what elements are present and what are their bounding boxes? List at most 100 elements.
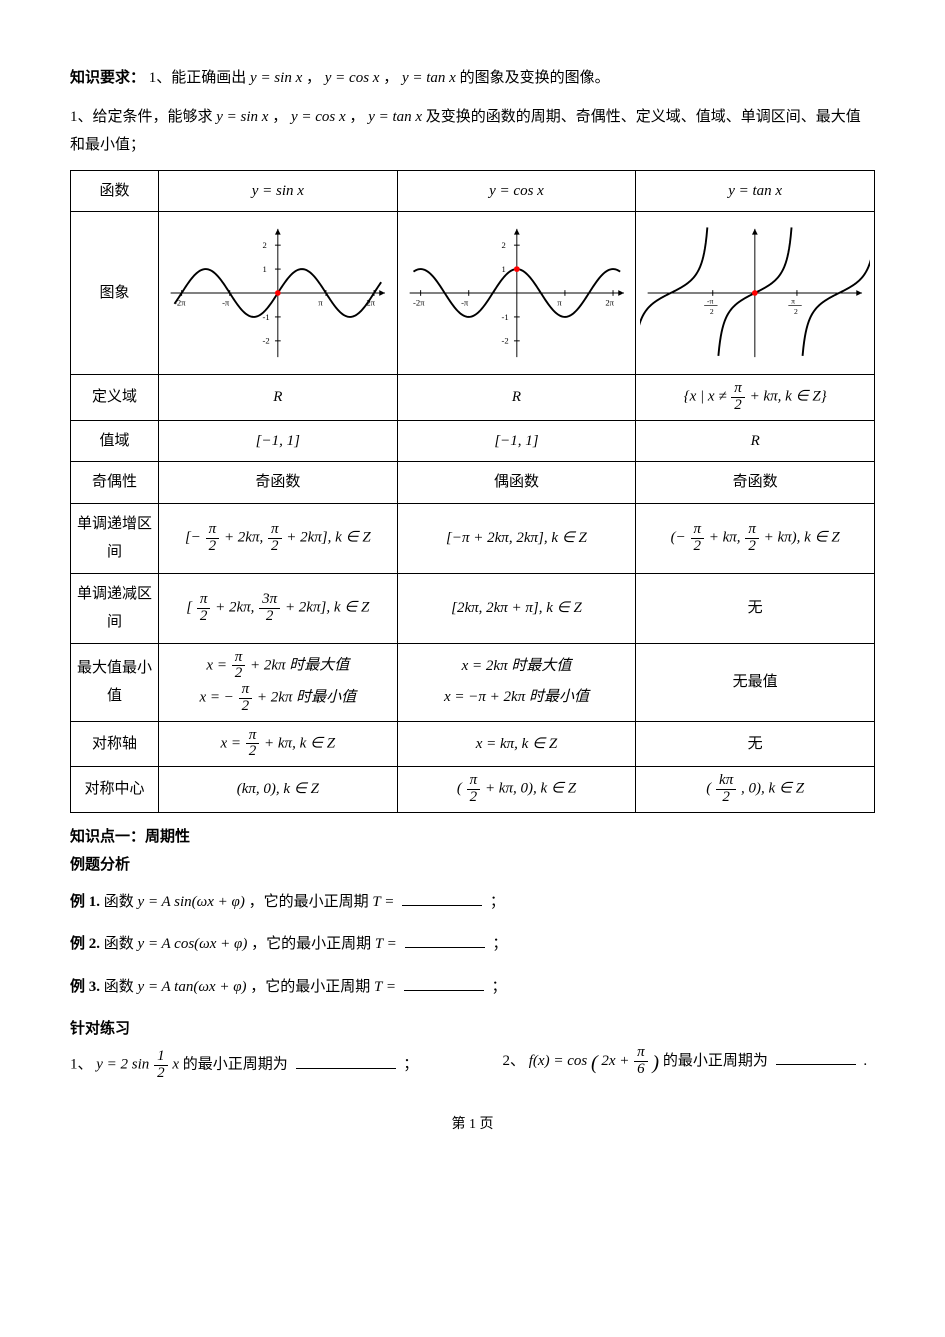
svg-text:-1: -1 (501, 312, 508, 322)
graph-cos: -2π-ππ2π-2-112 (397, 212, 636, 375)
th-tan: y = tan x (636, 170, 875, 212)
center-sin: (kπ, 0), k ∈ Z (159, 767, 398, 813)
fn-tan-2: y = tan x (368, 109, 422, 125)
domain-cos: R (397, 375, 636, 421)
fn-tan: y = tan x (402, 70, 456, 86)
ex1-label: 例 1. (70, 894, 100, 910)
ex3-fn: y = A tan(ωx + φ) (138, 979, 247, 995)
svg-text:2π: 2π (605, 297, 614, 307)
intro2-prefix: 1、给定条件，能够求 (70, 109, 216, 125)
graph-tan: -3π2-π2π23π2 (636, 212, 875, 375)
example-3: 例 3. 函数 y = A tan(ωx + φ) ，它的最小正周期 T = ； (70, 973, 875, 1002)
svg-text:π: π (318, 297, 323, 307)
th-parity: 奇偶性 (71, 462, 159, 504)
table-row-extrema: 最大值最小值 x = π2 + 2kπ 时最大值 x = − π2 + 2kπ … (71, 643, 875, 721)
intro-line-2: 1、给定条件，能够求 y = sin x ， y = cos x ， y = t… (70, 103, 875, 160)
graph-sin: -2π-ππ2π-2-112 (159, 212, 398, 375)
extrema-cos: x = 2kπ 时最大值 x = −π + 2kπ 时最小值 (397, 643, 636, 721)
th-range: 值域 (71, 420, 159, 462)
table-row-axis: 对称轴 x = π2 + kπ, k ∈ Z x = kπ, k ∈ Z 无 (71, 721, 875, 767)
svg-text:-2π: -2π (413, 297, 425, 307)
table-row-graph: 图象 -2π-ππ2π-2-112 -2π-ππ2π-2-112 -3π2-π2… (71, 212, 875, 375)
blank-2 (405, 932, 485, 948)
ex2-label: 例 2. (70, 936, 100, 952)
svg-text:π: π (792, 297, 796, 306)
intro-label: 知识要求： (70, 70, 145, 86)
table-row-parity: 奇偶性 奇函数 偶函数 奇函数 (71, 462, 875, 504)
axis-tan: 无 (636, 721, 875, 767)
table-row-domain: 定义域 R R {x | x ≠ π2 + kπ, k ∈ Z} (71, 375, 875, 421)
parity-tan: 奇函数 (636, 462, 875, 504)
ex1-fn: y = A sin(ωx + φ) (138, 894, 245, 910)
intro1-prefix: 1、能正确画出 (149, 70, 250, 86)
center-tan: ( kπ2 , 0), k ∈ Z (636, 767, 875, 813)
svg-text:1: 1 (501, 264, 505, 274)
blank-p2 (776, 1049, 856, 1065)
ex3-label: 例 3. (70, 979, 100, 995)
blank-1 (402, 890, 482, 906)
th-function: 函数 (71, 170, 159, 212)
center-cos: ( π2 + kπ, 0), k ∈ Z (397, 767, 636, 813)
range-sin: [−1, 1] (159, 420, 398, 462)
practice-1: 1、 y = 2 sin 12 x 的最小正周期为 ； (70, 1049, 443, 1082)
inc-sin: [− π2 + 2kπ, π2 + 2kπ], k ∈ Z (159, 503, 398, 573)
fn-cos-2: y = cos x (291, 109, 346, 125)
blank-3 (404, 975, 484, 991)
th-graph: 图象 (71, 212, 159, 375)
intro-line-1: 知识要求： 1、能正确画出 y = sin x ， y = cos x ， y … (70, 64, 875, 93)
svg-text:2: 2 (501, 240, 505, 250)
svg-text:-π: -π (707, 297, 714, 306)
table-row-range: 值域 [−1, 1] [−1, 1] R (71, 420, 875, 462)
th-sin: y = sin x (159, 170, 398, 212)
tan-svg: -3π2-π2π23π2 (640, 218, 870, 368)
svg-text:2: 2 (263, 240, 267, 250)
table-row-increasing: 单调递增区间 [− π2 + 2kπ, π2 + 2kπ], k ∈ Z [−π… (71, 503, 875, 573)
cos-svg: -2π-ππ2π-2-112 (402, 218, 632, 368)
blank-p1 (296, 1053, 396, 1069)
table-row-header: 函数 y = sin x y = cos x y = tan x (71, 170, 875, 212)
practice-2: 2、 f(x) = cos ( 2x + π6 ) 的最小正周期为 . (503, 1044, 876, 1082)
practice-row: 1、 y = 2 sin 12 x 的最小正周期为 ； 2、 f(x) = co… (70, 1044, 875, 1082)
kp1-title: 知识点一：周期性 (70, 823, 875, 852)
domain-tan: {x | x ≠ π2 + kπ, k ∈ Z} (636, 375, 875, 421)
axis-cos: x = kπ, k ∈ Z (397, 721, 636, 767)
page-footer: 第 1 页 (70, 1112, 875, 1139)
parity-sin: 奇函数 (159, 462, 398, 504)
th-center: 对称中心 (71, 767, 159, 813)
ex2-fn: y = A cos(ωx + φ) (138, 936, 248, 952)
th-inc: 单调递增区间 (71, 503, 159, 573)
domain-sin: R (159, 375, 398, 421)
th-axis: 对称轴 (71, 721, 159, 767)
svg-text:2: 2 (794, 307, 798, 316)
dec-tan: 无 (636, 573, 875, 643)
p2-num: 2、 (503, 1053, 526, 1069)
fn-cos: y = cos x (325, 70, 380, 86)
sep1: ， (306, 70, 325, 86)
example-2: 例 2. 函数 y = A cos(ωx + φ) ，它的最小正周期 T = ； (70, 930, 875, 959)
svg-text:1: 1 (263, 264, 267, 274)
svg-text:-2: -2 (263, 336, 270, 346)
intro1-suffix: 的图象及变换的图像。 (460, 70, 610, 86)
dec-sin: [ π2 + 2kπ, 3π2 + 2kπ], k ∈ Z (159, 573, 398, 643)
range-tan: R (636, 420, 875, 462)
range-cos: [−1, 1] (397, 420, 636, 462)
practice-title: 针对练习 (70, 1015, 875, 1044)
th-extrema: 最大值最小值 (71, 643, 159, 721)
svg-text:-π: -π (461, 297, 469, 307)
extrema-sin: x = π2 + 2kπ 时最大值 x = − π2 + 2kπ 时最小值 (159, 643, 398, 721)
table-row-center: 对称中心 (kπ, 0), k ∈ Z ( π2 + kπ, 0), k ∈ Z… (71, 767, 875, 813)
dec-cos: [2kπ, 2kπ + π], k ∈ Z (397, 573, 636, 643)
table-row-decreasing: 单调递减区间 [ π2 + 2kπ, 3π2 + 2kπ], k ∈ Z [2k… (71, 573, 875, 643)
inc-cos: [−π + 2kπ, 2kπ], k ∈ Z (397, 503, 636, 573)
svg-text:π: π (557, 297, 562, 307)
trig-properties-table: 函数 y = sin x y = cos x y = tan x 图象 -2π-… (70, 170, 875, 813)
axis-sin: x = π2 + kπ, k ∈ Z (159, 721, 398, 767)
p1-num: 1、 (70, 1057, 93, 1073)
fn-sin: y = sin x (250, 70, 302, 86)
th-cos: y = cos x (397, 170, 636, 212)
inc-tan: (− π2 + kπ, π2 + kπ), k ∈ Z (636, 503, 875, 573)
sep2: ， (383, 70, 402, 86)
th-dec: 单调递减区间 (71, 573, 159, 643)
svg-text:-π: -π (222, 297, 230, 307)
parity-cos: 偶函数 (397, 462, 636, 504)
